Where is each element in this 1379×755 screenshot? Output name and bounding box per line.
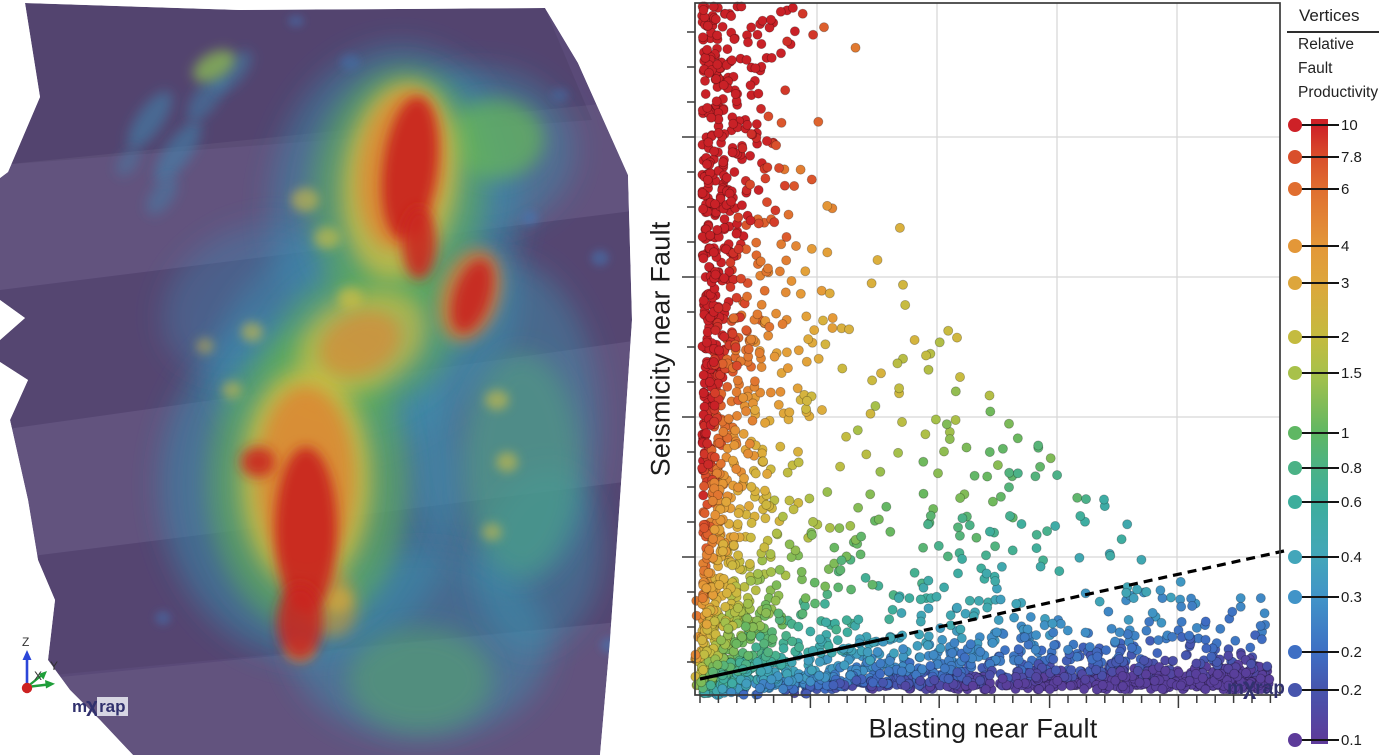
legend-subtitle-line3: Productivity — [1298, 84, 1379, 101]
legend-entry: 0.8 — [1288, 460, 1379, 477]
legend-entry: 10 — [1288, 117, 1379, 134]
svg-text:X: X — [34, 669, 42, 683]
legend-tick-label: 10 — [1341, 117, 1358, 134]
legend-color-dot — [1288, 276, 1302, 290]
legend-entry: 7.8 — [1288, 149, 1379, 166]
y-axis-label: Seismicity near Fault — [645, 221, 676, 477]
legend-tick-line — [1297, 156, 1339, 158]
legend-entry: 0.1 — [1288, 732, 1379, 749]
legend-color-dot — [1288, 330, 1302, 344]
legend-entry: 2 — [1288, 329, 1379, 346]
legend-subtitle-line1: Relative — [1298, 36, 1354, 53]
legend-color-dot — [1288, 118, 1302, 132]
svg-text:Y: Y — [50, 659, 58, 673]
legend-color-dot — [1288, 590, 1302, 604]
legend-tick-label: 4 — [1341, 238, 1350, 255]
legend-color-dot — [1288, 239, 1302, 253]
legend-color-dot — [1288, 182, 1302, 196]
scatter-plot-area — [682, 1, 1285, 708]
legend-entry: 3 — [1288, 275, 1379, 292]
legend-tick-line — [1297, 336, 1339, 338]
legend-entry: 0.2 — [1288, 682, 1379, 699]
legend-tick-label: 0.8 — [1341, 460, 1362, 477]
legend-tick-line — [1297, 501, 1339, 503]
legend-tick-label: 3 — [1341, 275, 1350, 292]
legend-entry: 6 — [1288, 181, 1379, 198]
legend-color-dot — [1288, 645, 1302, 659]
legend-color-dot — [1288, 461, 1302, 475]
legend-colorbar — [1311, 119, 1328, 744]
legend-entry: 0.4 — [1288, 549, 1379, 566]
legend-entry: 1.5 — [1288, 365, 1379, 382]
legend-tick-line — [1297, 245, 1339, 247]
legend-tick-line — [1297, 556, 1339, 558]
legend-entry: 1 — [1288, 425, 1379, 442]
legend-tick-line — [1297, 467, 1339, 469]
legend-entry: 0.2 — [1288, 644, 1379, 661]
svg-text:Z: Z — [22, 635, 29, 649]
legend-color-dot — [1288, 366, 1302, 380]
legend-entry: 0.6 — [1288, 494, 1379, 511]
logo-rap: rap — [97, 697, 128, 716]
legend-color-dot — [1288, 683, 1302, 697]
legend-tick-line — [1297, 689, 1339, 691]
logo-m: m — [1227, 678, 1244, 699]
legend-color-dot — [1288, 733, 1302, 747]
legend-tick-label: 6 — [1341, 181, 1350, 198]
logo-m: m — [72, 697, 88, 716]
legend-subtitle-line2: Fault — [1298, 60, 1333, 77]
mxrap-logo-scatter: mχrap — [1227, 673, 1285, 700]
legend-tick-label: 0.3 — [1341, 589, 1362, 606]
legend-tick-line — [1297, 651, 1339, 653]
legend-tick-label: 0.1 — [1341, 732, 1362, 749]
mxrap-logo-panel: mχrap — [72, 694, 128, 718]
legend-entry: 4 — [1288, 238, 1379, 255]
legend-color-dot — [1288, 150, 1302, 164]
legend-tick-line — [1297, 372, 1339, 374]
legend-entry: 0.3 — [1288, 589, 1379, 606]
fault-surface-heatmap — [0, 3, 632, 755]
legend-tick-label: 1.5 — [1341, 365, 1362, 382]
legend-tick-line — [1297, 432, 1339, 434]
logo-rap: rap — [1255, 678, 1285, 699]
legend-tick-label: 2 — [1341, 329, 1350, 346]
legend-tick-label: 0.4 — [1341, 549, 1362, 566]
legend-tick-label: 0.2 — [1341, 682, 1362, 699]
legend-color-dot — [1288, 426, 1302, 440]
legend-color-dot — [1288, 550, 1302, 564]
legend-title-underline — [1287, 31, 1379, 33]
legend-tick-line — [1297, 596, 1339, 598]
orientation-triad: Z XY — [21, 635, 58, 694]
legend-tick-label: 7.8 — [1341, 149, 1362, 166]
logo-chi: χ — [1242, 673, 1257, 699]
legend-tick-label: 0.6 — [1341, 494, 1362, 511]
legend-title: Vertices — [1299, 6, 1360, 25]
scatter-points — [690, 1, 1275, 701]
legend-tick-line — [1297, 188, 1339, 190]
x-axis-label: Blasting near Fault — [868, 713, 1098, 744]
legend-color-dot — [1288, 495, 1302, 509]
legend-tick-line — [1297, 282, 1339, 284]
legend-tick-label: 1 — [1341, 425, 1350, 442]
legend-tick-line — [1297, 124, 1339, 126]
legend-tick-label: 0.2 — [1341, 644, 1362, 661]
logo-chi: χ — [86, 694, 99, 717]
legend-tick-line — [1297, 739, 1339, 741]
